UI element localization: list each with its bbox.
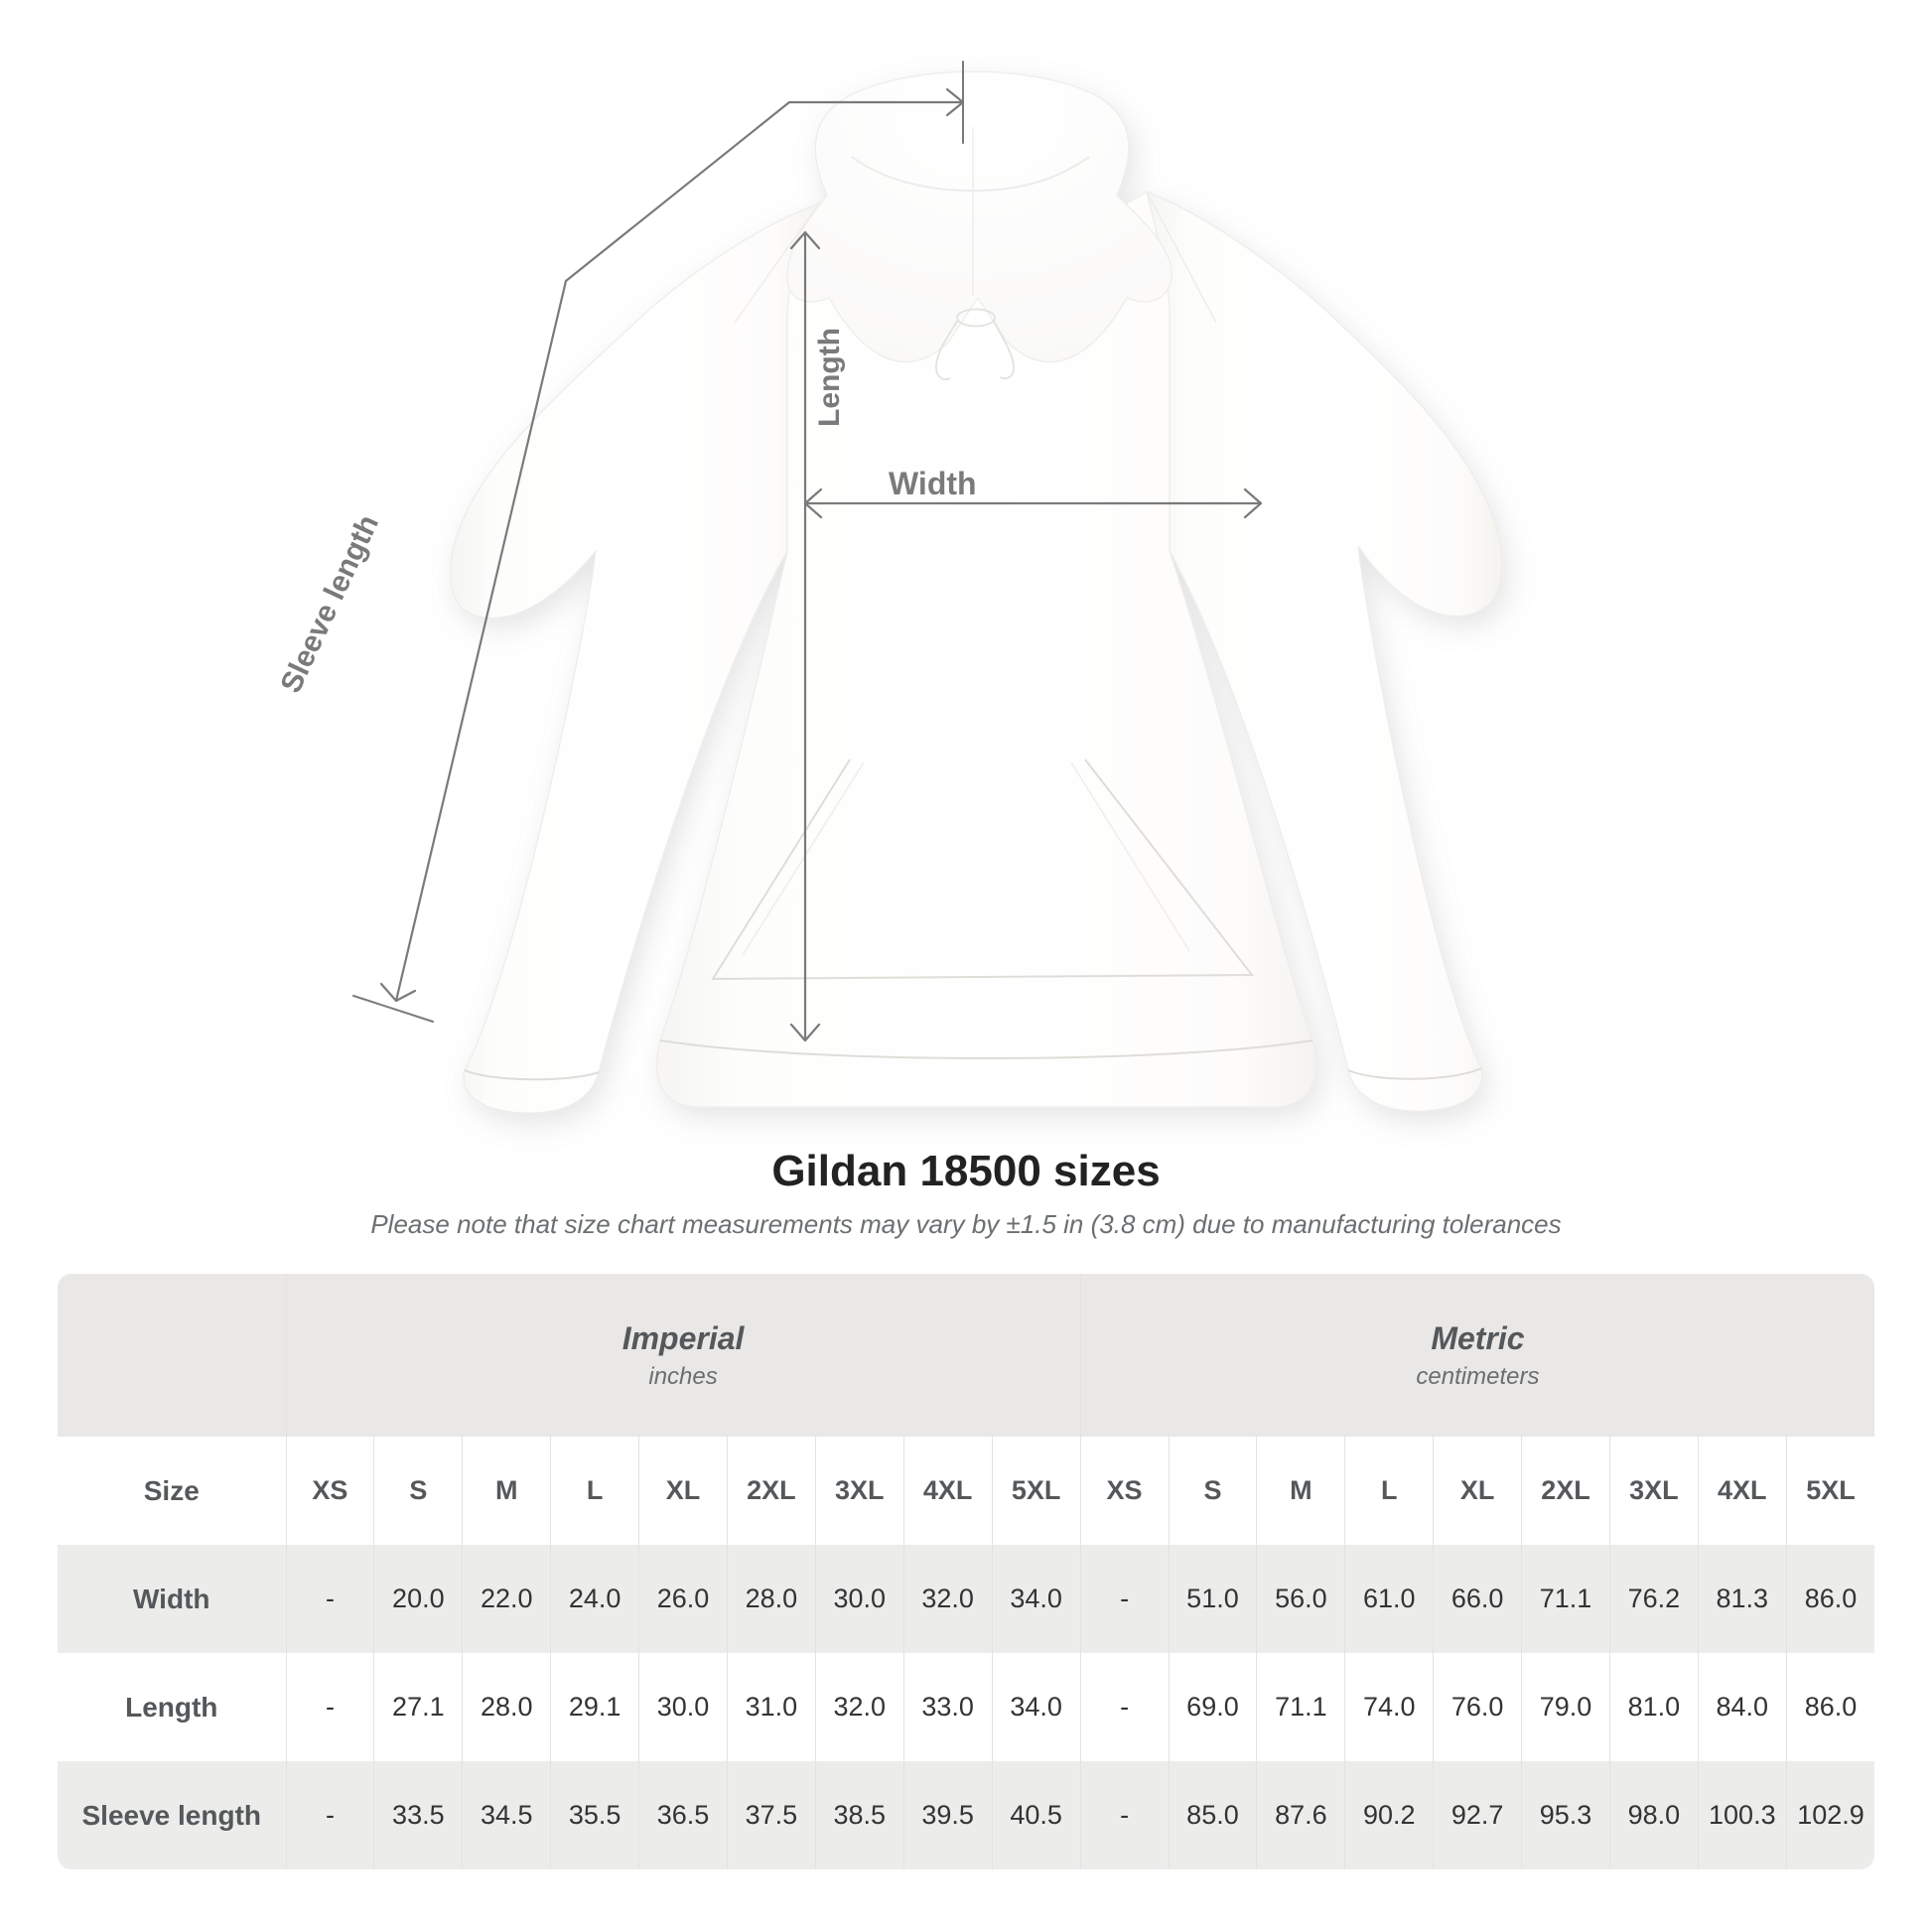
svg-text:Width: Width	[889, 466, 977, 501]
svg-text:Length: Length	[813, 328, 846, 427]
